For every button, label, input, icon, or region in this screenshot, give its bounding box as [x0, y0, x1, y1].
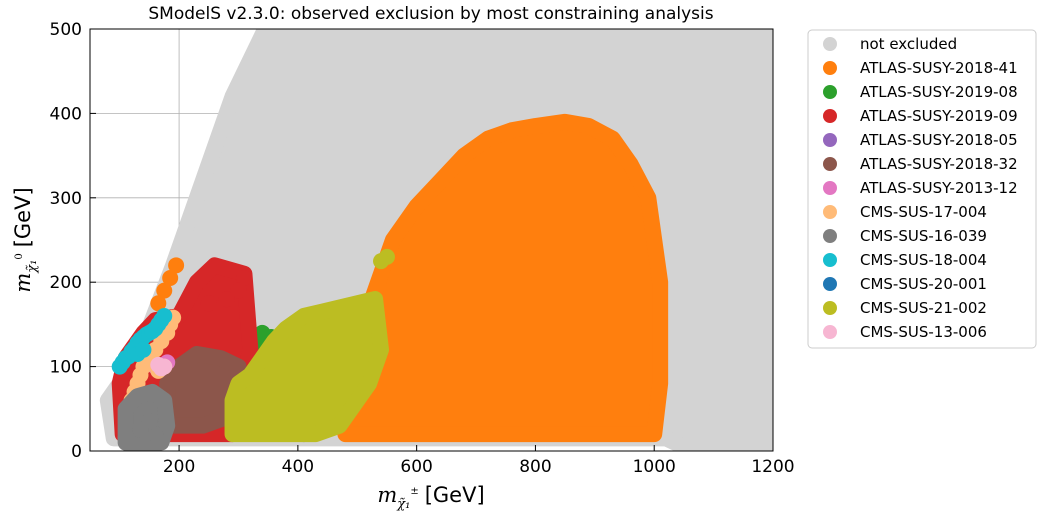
y-axis-label: mχ̃₁0 [GeV]: [11, 187, 40, 292]
legend-marker-cms-sus-21-002: [823, 301, 837, 315]
point-atlas-susy-2019-09: [218, 291, 235, 308]
legend-label-cms-sus-21-002: CMS-SUS-21-002: [860, 299, 987, 317]
point-atlas-susy-2019-09: [236, 269, 253, 286]
y-axis-label-superscript: 0: [14, 253, 25, 259]
point-cms-sus-16-039: [147, 426, 164, 443]
legend-label-atlas-susy-2018-41: ATLAS-SUSY-2018-41: [860, 59, 1018, 77]
legend-marker-cms-sus-20-001: [823, 277, 837, 291]
legend-marker-cms-sus-13-006: [823, 325, 837, 339]
legend-marker-cms-sus-16-039: [823, 229, 837, 243]
x-tick-label: 400: [282, 457, 314, 477]
y-tick-label: 100: [50, 358, 82, 378]
y-axis-label-symbol: m: [11, 273, 35, 293]
legend-marker-cms-sus-18-004: [823, 253, 837, 267]
point-cms-sus-21-002: [373, 253, 390, 270]
y-axis-label-unit: [GeV]: [11, 187, 35, 247]
x-axis-label: mχ̃₁± [GeV]: [377, 483, 484, 512]
legend-label-atlas-susy-2019-09: ATLAS-SUSY-2019-09: [860, 107, 1018, 125]
plot-frame: [89, 28, 774, 452]
point-cms-sus-18-004: [135, 341, 152, 358]
x-tick-label: 600: [400, 457, 432, 477]
y-tick-label: 0: [71, 442, 82, 462]
legend-marker-atlas-susy-2018-41: [823, 61, 837, 75]
point-atlas-susy-2019-09: [230, 282, 247, 299]
x-tick-label: 800: [519, 457, 551, 477]
x-tick-label: 1000: [633, 457, 676, 477]
legend-label-cms-sus-13-006: CMS-SUS-13-006: [860, 323, 987, 341]
x-tick-label: 200: [163, 457, 195, 477]
legend-marker-atlas-susy-2013-12: [823, 181, 837, 195]
point-atlas-susy-2018-41: [150, 295, 167, 312]
x-axis-label-unit: [GeV]: [425, 483, 485, 507]
y-tick-label: 300: [50, 189, 82, 209]
legend-marker-atlas-susy-2019-09: [823, 109, 837, 123]
legend: not excluded ATLAS-SUSY-2018-41 ATLAS-SUSY…: [807, 29, 1037, 349]
legend-label-cms-sus-18-004: CMS-SUS-18-004: [860, 251, 987, 269]
point-cms-sus-16-039: [132, 421, 149, 438]
x-tick-label: 1200: [751, 457, 794, 477]
legend-marker-not-excluded: [823, 37, 837, 51]
y-tick-label: 400: [50, 104, 82, 124]
legend-marker-atlas-susy-2018-32: [823, 157, 837, 171]
x-axis-label-superscript: ±: [410, 486, 418, 497]
x-axis-label-symbol: m: [377, 483, 397, 507]
axis-ticks: 200 400 600 800 1000 1200 0 100 200 300 400 500: [50, 20, 795, 477]
legend-label-cms-sus-17-004: CMS-SUS-17-004: [860, 203, 987, 221]
point-cms-sus-13-006: [150, 356, 167, 373]
legend-label-atlas-susy-2019-08: ATLAS-SUSY-2019-08: [860, 83, 1018, 101]
point-atlas-susy-2019-09: [200, 295, 217, 312]
legend-label-cms-sus-16-039: CMS-SUS-16-039: [860, 227, 987, 245]
legend-label-atlas-susy-2018-05: ATLAS-SUSY-2018-05: [860, 131, 1018, 149]
legend-label-cms-sus-20-001: CMS-SUS-20-001: [860, 275, 987, 293]
legend-marker-cms-sus-17-004: [823, 205, 837, 219]
x-axis-label-subscript: χ̃₁: [396, 497, 410, 512]
region-cms-sus-21-002: [224, 291, 390, 443]
legend-label-atlas-susy-2018-32: ATLAS-SUSY-2018-32: [860, 155, 1018, 173]
chart-title: SModelS v2.3.0: observed exclusion by mo…: [148, 4, 713, 24]
point-atlas-susy-2018-41: [156, 282, 173, 299]
legend-frame: [807, 29, 1037, 349]
point-atlas-susy-2018-41: [162, 269, 179, 286]
legend-label-atlas-susy-2013-12: ATLAS-SUSY-2013-12: [860, 179, 1018, 197]
point-atlas-susy-2018-41: [168, 257, 185, 274]
y-tick-label: 500: [50, 20, 82, 40]
legend-marker-atlas-susy-2019-08: [823, 85, 837, 99]
data-marks: [99, 29, 773, 451]
region-atlas-susy-2018-32: [159, 345, 247, 434]
point-cms-sus-18-004: [156, 307, 173, 324]
legend-label-not-excluded: not excluded: [860, 35, 957, 53]
y-tick-label: 200: [50, 273, 82, 293]
y-axis-label-subscript: χ̃₁: [25, 260, 40, 274]
legend-marker-atlas-susy-2018-05: [823, 133, 837, 147]
